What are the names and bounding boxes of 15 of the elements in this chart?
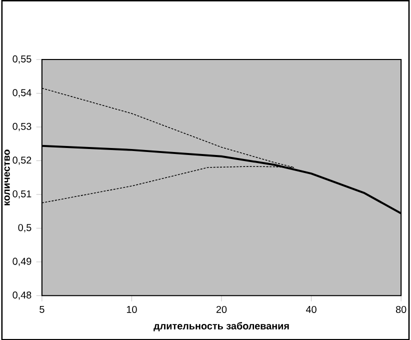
- x-tick-label: 5: [40, 306, 44, 313]
- y-axis-title: количество: [4, 150, 10, 206]
- x-tick-label: 10: [126, 306, 137, 313]
- y-tick-label: 0,54: [12, 89, 32, 98]
- y-tick-label: 0,51: [12, 190, 32, 198]
- y-tick-label: 0,53: [12, 122, 32, 131]
- y-tick-label: 0,55: [12, 55, 32, 64]
- x-tick-label: 80: [396, 306, 406, 313]
- y-tick-label: 0,48: [12, 291, 32, 300]
- y-tick-label: 0,52: [12, 156, 32, 165]
- x-tick-label: 20: [216, 306, 227, 313]
- y-tick-label: 0,5: [18, 224, 32, 232]
- x-tick-label: 40: [306, 306, 316, 313]
- y-tick-label: 0,49: [12, 258, 32, 266]
- x-axis-title: длительность заболевания: [154, 322, 289, 332]
